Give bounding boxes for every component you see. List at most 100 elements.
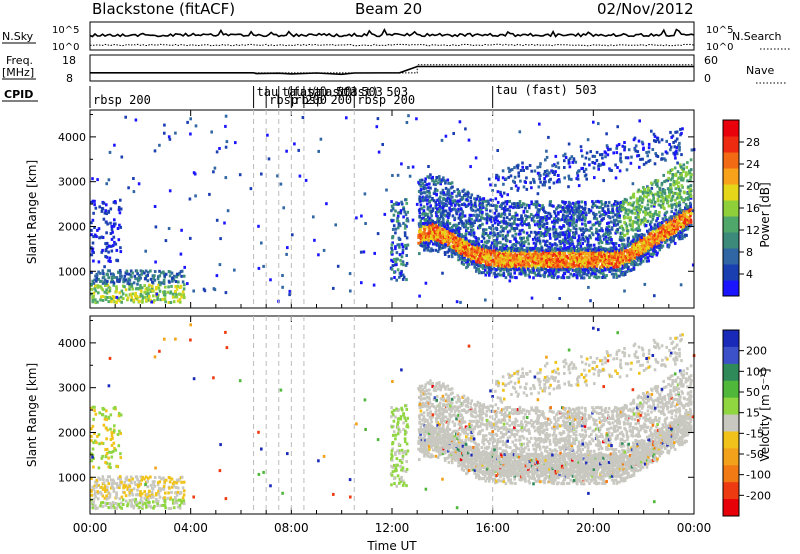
power-cell <box>658 222 662 226</box>
power-cell <box>656 155 660 158</box>
power-cell <box>505 250 509 254</box>
power-cell <box>635 227 639 231</box>
power-cell <box>564 230 567 234</box>
power-cell <box>419 184 423 188</box>
power-cell <box>443 245 447 249</box>
power-cell <box>93 284 97 288</box>
power-cell <box>124 288 128 292</box>
power-cell <box>627 265 630 269</box>
power-cell <box>600 264 604 268</box>
power-cell <box>391 227 395 231</box>
power-cell <box>438 228 442 232</box>
power-cell <box>644 213 648 217</box>
power-cell <box>632 195 636 199</box>
power-cell <box>619 267 623 271</box>
power-cell <box>625 256 628 259</box>
power-cell <box>500 194 504 198</box>
power-cell <box>448 212 451 216</box>
power-cell <box>641 190 645 194</box>
velocity-cell <box>122 483 125 487</box>
power-cell <box>589 252 593 256</box>
power-cell <box>447 188 450 192</box>
power-cell <box>569 260 572 264</box>
power-cell <box>544 158 547 162</box>
power-cell <box>604 254 607 257</box>
power-cell <box>623 249 627 253</box>
power-cell <box>614 213 617 217</box>
power-cell <box>645 247 649 251</box>
power-cell <box>504 243 508 247</box>
power-cell <box>538 204 541 207</box>
power-cell <box>615 144 619 148</box>
power-cell <box>676 219 679 223</box>
power-cell <box>151 280 154 284</box>
power-cell <box>92 259 95 263</box>
power-cell <box>477 226 480 230</box>
power-cell <box>139 276 142 280</box>
power-cell <box>119 207 123 211</box>
power-cell <box>457 216 461 220</box>
power-cell <box>456 188 459 192</box>
power-cell <box>153 278 157 282</box>
power-cell <box>563 265 567 268</box>
power-cell <box>462 262 466 266</box>
power-cell <box>599 205 603 209</box>
power-cell <box>658 248 662 252</box>
power-cell <box>625 209 628 213</box>
power-cell <box>681 237 684 241</box>
power-cell <box>571 206 574 210</box>
power-cell <box>400 255 404 259</box>
power-cell <box>498 249 502 253</box>
velocity-cell <box>116 504 120 508</box>
power-cell <box>669 183 672 187</box>
power-cell <box>660 205 663 209</box>
power-cell <box>508 212 511 216</box>
power-cell <box>526 236 529 240</box>
power-cell <box>533 261 536 265</box>
power-cell <box>90 253 94 257</box>
power-cell <box>566 222 569 226</box>
power-cell <box>687 215 691 219</box>
power-cell <box>266 133 269 137</box>
power-cell <box>436 217 439 221</box>
power-cell <box>547 180 551 184</box>
power-cell <box>589 243 593 247</box>
power-cell <box>502 207 506 210</box>
power-cell <box>454 231 457 234</box>
power-cell <box>591 161 594 164</box>
power-cell <box>489 256 493 260</box>
power-cell <box>533 230 537 234</box>
power-cell <box>656 222 660 226</box>
power-cell <box>652 193 655 197</box>
power-cell <box>621 227 625 230</box>
power-cell <box>647 159 650 163</box>
power-cell <box>556 247 560 251</box>
power-cell <box>523 220 526 224</box>
power-cell <box>447 241 451 245</box>
power-cell <box>453 246 456 250</box>
power-cell <box>451 185 454 189</box>
power-cell <box>491 247 495 250</box>
power-cell <box>522 271 525 275</box>
power-cell <box>636 263 639 267</box>
power-cell <box>578 227 582 231</box>
power-cell <box>502 274 506 278</box>
power-cell <box>669 148 672 152</box>
velocity-cell <box>118 475 122 479</box>
power-cell <box>570 238 574 242</box>
power-cell <box>629 161 633 165</box>
power-cell <box>590 231 594 235</box>
velocity-cell <box>149 504 152 508</box>
power-cell <box>657 140 661 144</box>
power-cell <box>632 267 636 271</box>
velocity-cell <box>103 417 107 421</box>
power-cell <box>670 190 674 194</box>
power-cell <box>581 271 585 275</box>
power-cell <box>424 220 428 224</box>
power-cell <box>117 208 121 212</box>
power-cell <box>520 214 523 218</box>
power-cell <box>455 226 458 230</box>
velocity-cell <box>155 498 158 501</box>
power-cell <box>620 249 623 253</box>
power-cell <box>449 186 453 190</box>
